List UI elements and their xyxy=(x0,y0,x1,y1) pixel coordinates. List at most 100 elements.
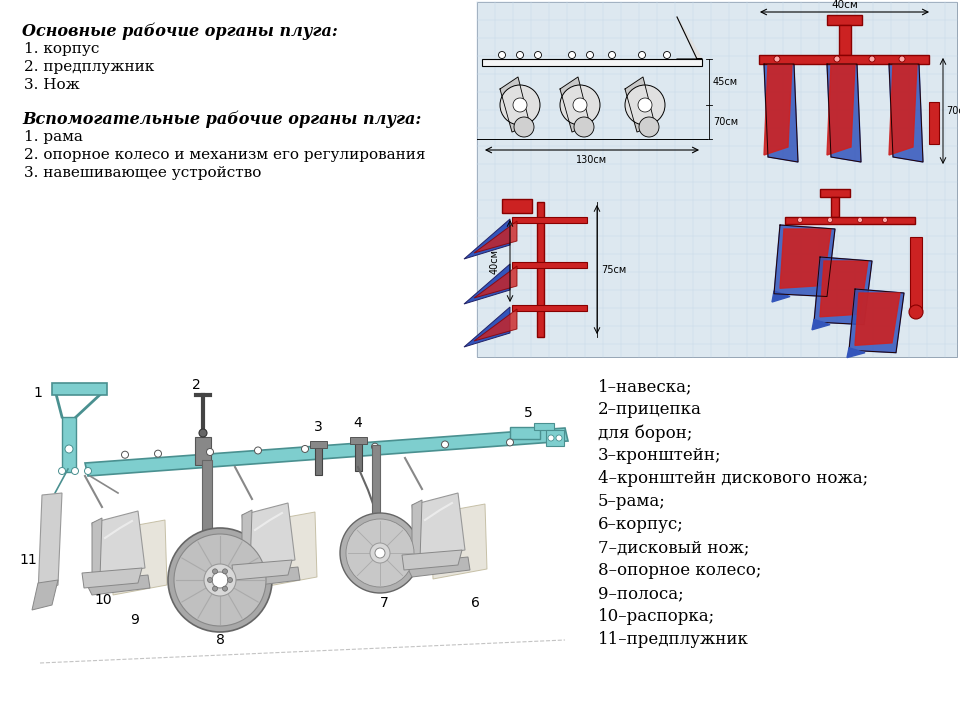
Text: 1–навеска;: 1–навеска; xyxy=(598,378,692,395)
Text: 4: 4 xyxy=(353,416,362,430)
Circle shape xyxy=(548,435,554,441)
Bar xyxy=(502,199,532,213)
Polygon shape xyxy=(92,511,145,575)
Text: 2–прицепка: 2–прицепка xyxy=(598,401,702,418)
Polygon shape xyxy=(827,64,855,155)
Polygon shape xyxy=(847,348,865,358)
Polygon shape xyxy=(827,64,861,162)
Polygon shape xyxy=(625,77,655,132)
Circle shape xyxy=(340,513,420,593)
Polygon shape xyxy=(814,257,872,325)
Polygon shape xyxy=(889,64,917,155)
Circle shape xyxy=(899,56,905,62)
Polygon shape xyxy=(38,493,62,595)
Polygon shape xyxy=(412,493,465,557)
Circle shape xyxy=(568,52,575,58)
Circle shape xyxy=(442,441,448,448)
Circle shape xyxy=(301,446,308,452)
Polygon shape xyxy=(764,64,792,155)
Polygon shape xyxy=(260,512,317,587)
Text: 3. Нож: 3. Нож xyxy=(24,78,80,92)
Polygon shape xyxy=(474,221,517,253)
Text: 1: 1 xyxy=(34,386,42,400)
Polygon shape xyxy=(500,77,530,132)
Circle shape xyxy=(573,98,587,112)
Circle shape xyxy=(574,117,594,137)
Polygon shape xyxy=(474,266,517,298)
Text: 3–кронштейн;: 3–кронштейн; xyxy=(598,447,722,464)
Polygon shape xyxy=(405,557,470,577)
Polygon shape xyxy=(474,309,517,341)
Bar xyxy=(546,430,564,446)
Polygon shape xyxy=(92,518,102,581)
Circle shape xyxy=(204,564,236,596)
Text: 9: 9 xyxy=(131,613,139,627)
Polygon shape xyxy=(402,550,462,570)
Text: 40см: 40см xyxy=(831,0,858,10)
Polygon shape xyxy=(464,264,510,304)
Text: 2. опорное колесо и механизм его регулирования: 2. опорное колесо и механизм его регулир… xyxy=(24,148,425,162)
Polygon shape xyxy=(242,503,295,567)
Text: 9–полоса;: 9–полоса; xyxy=(598,585,684,602)
Bar xyxy=(839,25,851,55)
Bar xyxy=(827,15,862,25)
Text: 2: 2 xyxy=(192,378,201,392)
Circle shape xyxy=(882,217,887,222)
Circle shape xyxy=(254,447,261,454)
Circle shape xyxy=(516,52,523,58)
Bar xyxy=(355,441,362,471)
Text: 1. корпус: 1. корпус xyxy=(24,42,100,56)
Polygon shape xyxy=(772,291,790,302)
Text: 70см: 70см xyxy=(713,117,738,127)
Circle shape xyxy=(199,429,207,437)
Polygon shape xyxy=(774,225,835,297)
Bar xyxy=(820,189,850,197)
Text: 3. навешивающее устройство: 3. навешивающее устройство xyxy=(24,166,261,180)
Bar xyxy=(350,437,367,444)
Bar xyxy=(482,59,702,66)
Text: 3: 3 xyxy=(314,420,323,434)
Polygon shape xyxy=(82,568,142,588)
Circle shape xyxy=(869,56,875,62)
Bar xyxy=(512,305,587,311)
Text: 5–рама;: 5–рама; xyxy=(598,493,665,510)
Circle shape xyxy=(370,543,390,563)
Circle shape xyxy=(71,467,79,474)
Circle shape xyxy=(639,117,659,137)
Circle shape xyxy=(609,52,615,58)
Polygon shape xyxy=(110,520,167,595)
Circle shape xyxy=(174,534,266,626)
Polygon shape xyxy=(242,510,252,573)
Text: 6: 6 xyxy=(470,596,479,610)
Text: 7: 7 xyxy=(379,596,389,610)
Circle shape xyxy=(535,52,541,58)
Circle shape xyxy=(84,467,91,474)
Bar xyxy=(929,102,939,144)
Circle shape xyxy=(206,449,213,456)
Circle shape xyxy=(638,98,652,112)
Text: 5: 5 xyxy=(523,406,533,420)
Bar xyxy=(910,237,922,312)
Text: 11–предплужник: 11–предплужник xyxy=(598,631,749,648)
Polygon shape xyxy=(85,575,150,595)
Bar xyxy=(510,427,540,439)
Polygon shape xyxy=(32,580,58,610)
Polygon shape xyxy=(464,307,510,347)
Text: 7–дисковый нож;: 7–дисковый нож; xyxy=(598,539,750,556)
Bar xyxy=(202,460,212,582)
Circle shape xyxy=(587,52,593,58)
Bar xyxy=(512,262,587,268)
Circle shape xyxy=(223,569,228,574)
Text: Основные рабочие органы плуга:: Основные рабочие органы плуга: xyxy=(22,22,338,40)
Text: 6–корпус;: 6–корпус; xyxy=(598,516,684,533)
Text: 8–опорное колесо;: 8–опорное колесо; xyxy=(598,562,761,579)
Polygon shape xyxy=(235,567,300,587)
Bar xyxy=(785,217,915,224)
Polygon shape xyxy=(812,320,830,330)
Circle shape xyxy=(909,305,923,319)
Text: 1. рама: 1. рама xyxy=(24,130,83,144)
Circle shape xyxy=(638,52,645,58)
Text: 40см: 40см xyxy=(490,248,500,274)
Bar xyxy=(534,423,554,430)
Text: Вспомогательные рабочие органы плуга:: Вспомогательные рабочие органы плуга: xyxy=(22,110,421,127)
